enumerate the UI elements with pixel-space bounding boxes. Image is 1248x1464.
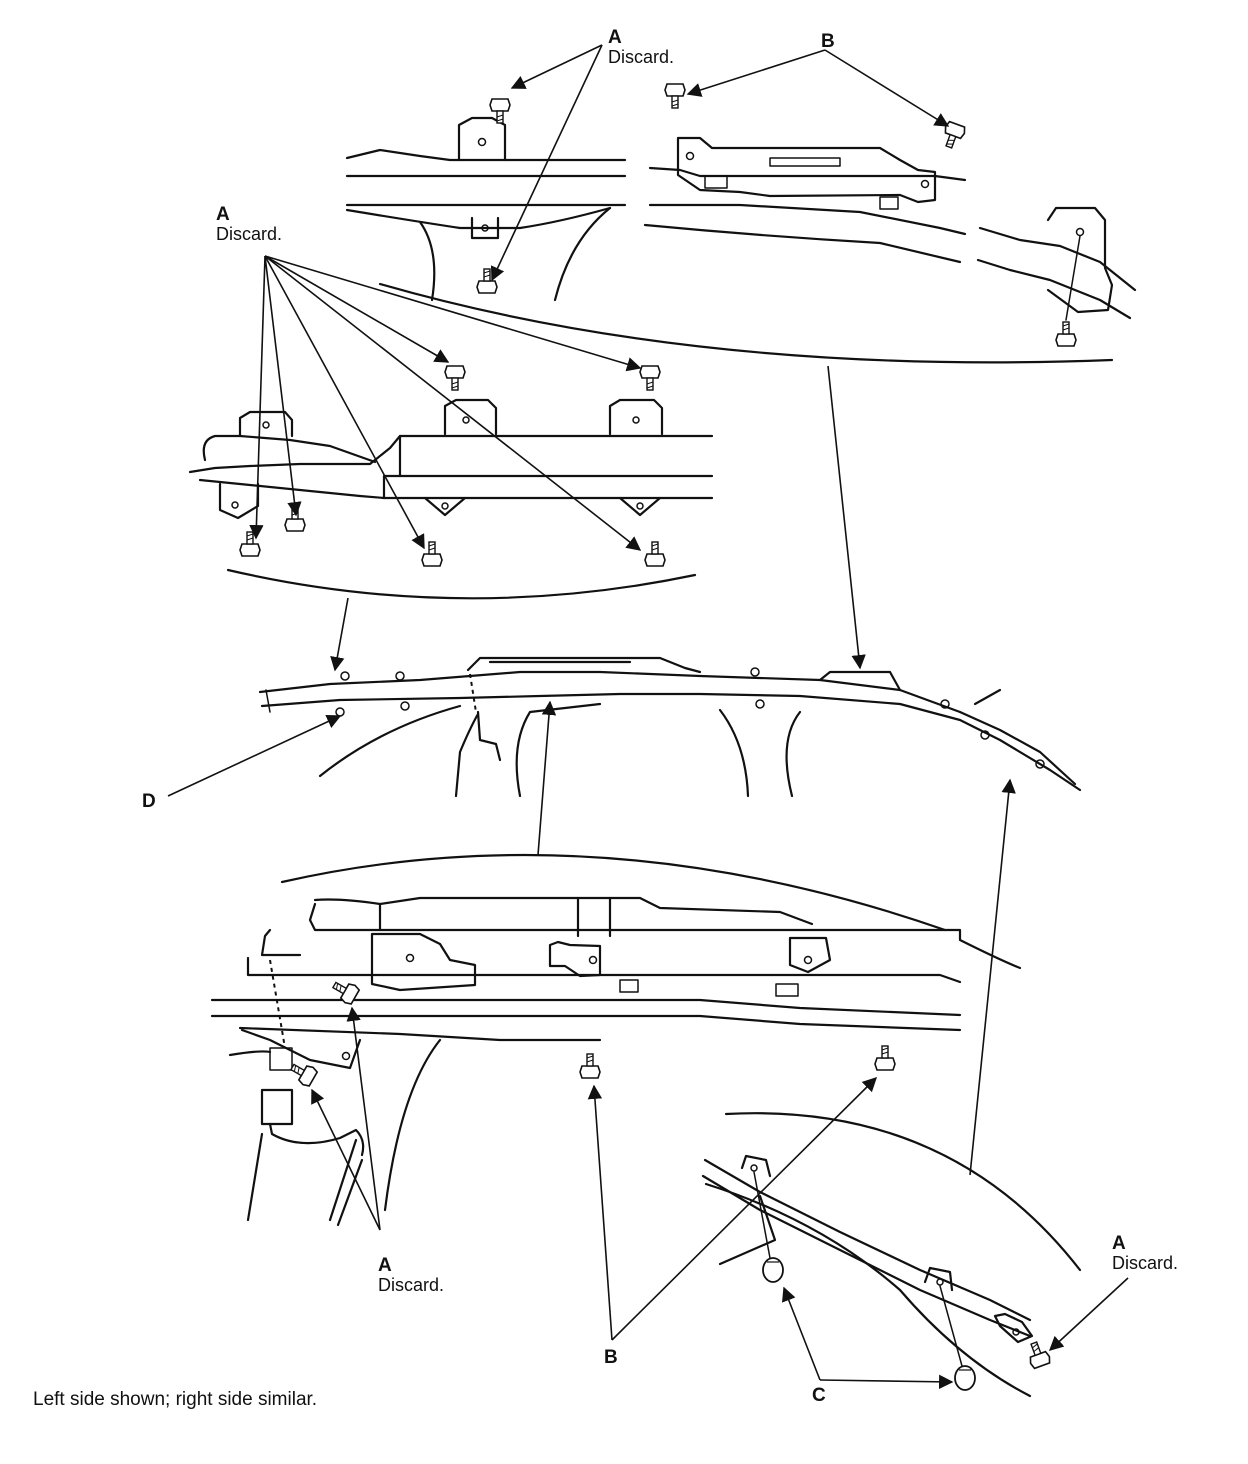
callout-a-bottom: A Discard. bbox=[378, 1256, 444, 1295]
callout-a-right: A Discard. bbox=[1112, 1234, 1178, 1273]
middle-overview-airbag-assembly bbox=[258, 656, 1082, 798]
callout-note: Discard. bbox=[378, 1274, 445, 1295]
leader-lines bbox=[167, 44, 1129, 1390]
callout-letter: A bbox=[378, 1255, 392, 1276]
callout-letter: A bbox=[608, 27, 622, 48]
callout-note: Discard. bbox=[1112, 1252, 1179, 1273]
callout-letter: D bbox=[142, 791, 156, 812]
callout-c: C bbox=[812, 1386, 826, 1406]
callout-note: Discard. bbox=[216, 223, 283, 244]
callout-a-top: A Discard. bbox=[608, 28, 674, 67]
callout-letter: C bbox=[812, 1385, 826, 1406]
callout-letter: A bbox=[216, 204, 230, 225]
diagram-caption: Left side shown; right side similar. bbox=[33, 1389, 318, 1410]
top-detail-boundary-curve bbox=[378, 282, 1114, 364]
callout-letter: B bbox=[604, 1347, 618, 1368]
callout-note: Discard. bbox=[608, 46, 675, 67]
callout-d: D bbox=[142, 792, 156, 812]
callout-letter: A bbox=[1112, 1233, 1126, 1254]
top-detail-bracket-a bbox=[345, 98, 627, 302]
callout-letter: B bbox=[821, 31, 835, 52]
left-detail-boundary-curve bbox=[226, 568, 697, 600]
callout-b-bottom: B bbox=[604, 1348, 618, 1368]
bottom-detail-inflator bbox=[210, 853, 1022, 1227]
top-detail-module-b bbox=[643, 83, 1137, 347]
callout-b-top: B bbox=[821, 32, 835, 52]
left-detail-brackets bbox=[188, 365, 714, 567]
callout-a-left: A Discard. bbox=[216, 205, 282, 244]
bottom-detail-rear-clips bbox=[701, 1112, 1082, 1398]
